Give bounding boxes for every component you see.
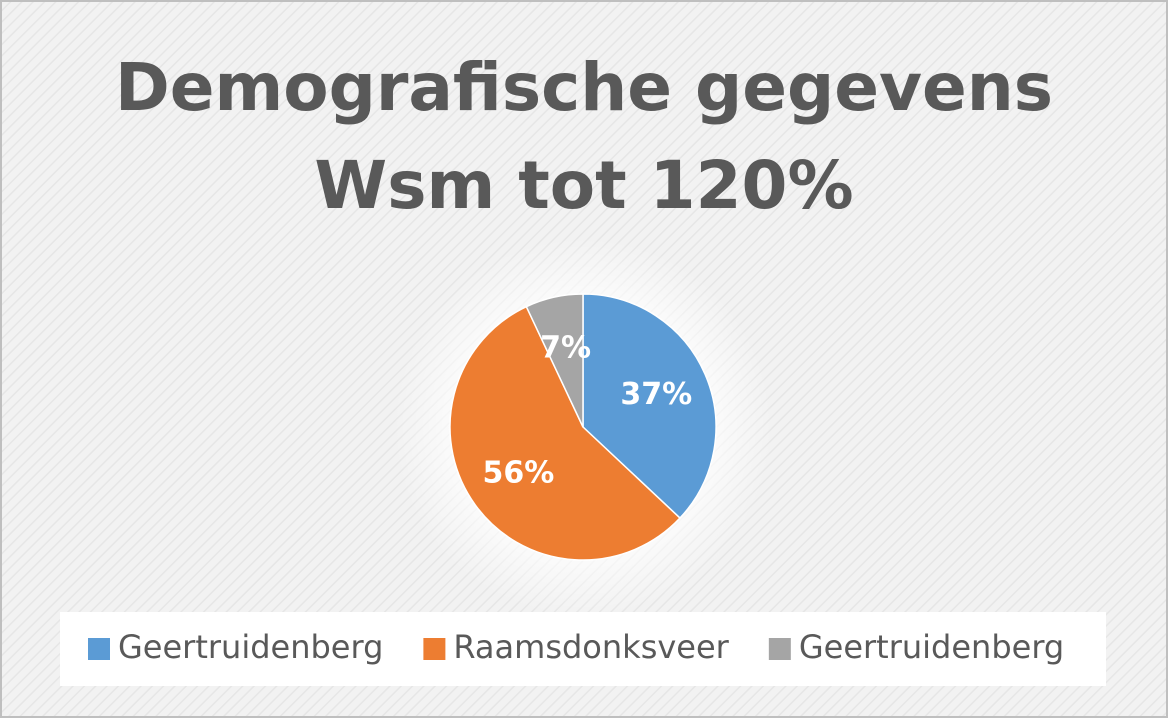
legend-label: Geertruidenberg — [118, 628, 383, 666]
pie-slice — [525, 293, 584, 428]
legend-box — [60, 612, 1106, 686]
chart-title: Wsm tot 120% — [314, 147, 853, 224]
legend-swatch — [768, 638, 791, 660]
legend-label: Raamsdonksveer — [453, 628, 729, 666]
legend-swatch — [88, 638, 110, 660]
data-label: 56% — [483, 455, 555, 490]
legend-swatch — [423, 638, 446, 660]
pie-slice — [582, 293, 717, 520]
chart-title: Demografische gegevens — [115, 49, 1053, 126]
data-label: 37% — [620, 377, 692, 412]
pie-slice — [449, 305, 682, 561]
data-label: 7% — [540, 331, 591, 366]
legend-label: Geertruidenberg — [799, 628, 1064, 666]
